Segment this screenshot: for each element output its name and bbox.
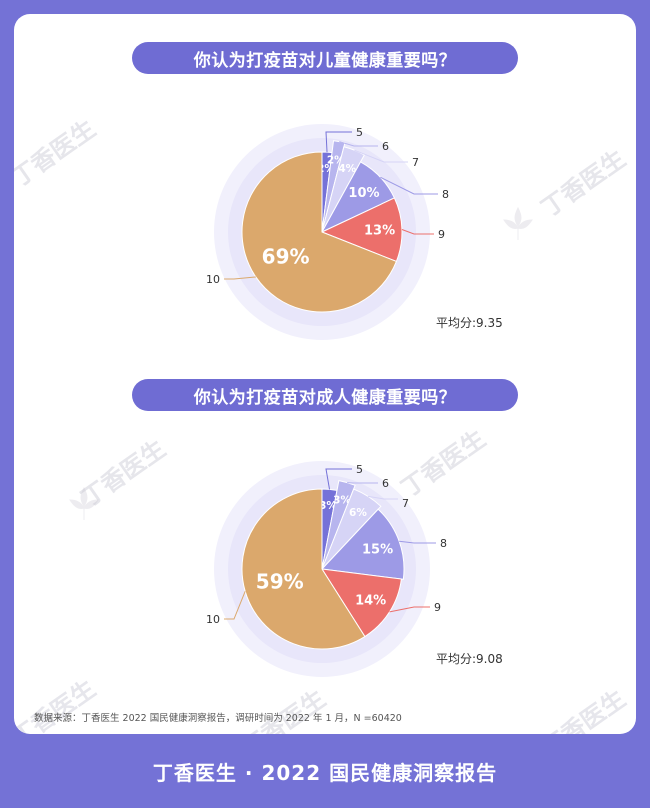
pie-percent-label-6: 3%	[333, 495, 351, 507]
leader-line-9	[401, 229, 434, 235]
pie-slice-8	[320, 508, 405, 580]
pie-percent-label-7: 6%	[349, 507, 367, 519]
category-label-8: 8	[442, 188, 449, 201]
pie-percent-label-9: 14%	[355, 593, 386, 608]
leader-line-10	[224, 591, 246, 620]
pie-chart-adults: 3% 5 3% 6 6% 7 15% 8 14% 9 59% 10	[206, 461, 447, 677]
pie-percent-label-8: 15%	[362, 543, 393, 558]
category-label-5: 5	[356, 463, 363, 476]
average-score-children: 平均分:9.35	[436, 316, 503, 330]
category-label-6: 6	[382, 477, 389, 490]
category-label-10: 10	[206, 613, 220, 626]
category-label-7: 7	[402, 497, 409, 510]
category-label-8: 8	[440, 537, 447, 550]
category-label-5: 5	[356, 126, 363, 139]
category-label-6: 6	[382, 140, 389, 153]
pie-slice-9	[320, 197, 403, 263]
pie-percent-label-7: 4%	[338, 163, 356, 175]
pie-slice-7	[321, 488, 382, 570]
footer-banner: 丁香医生 · 2022 国民健康洞察报告	[152, 760, 498, 785]
pie-percent-label-10: 69%	[262, 245, 310, 269]
leader-line-10	[224, 276, 256, 280]
chart-title-children: 你认为打疫苗对儿童健康重要吗？	[132, 42, 518, 74]
leader-line-7	[354, 149, 408, 163]
pie-percent-label-8: 10%	[348, 186, 379, 201]
pie-slice-9	[321, 568, 402, 638]
leader-line-5	[325, 468, 352, 490]
leader-line-5	[325, 131, 352, 153]
leader-line-8	[380, 176, 438, 195]
category-label-10: 10	[206, 273, 220, 286]
data-source-note: 数据来源：丁香医生 2022 国民健康洞察报告，调研时间为 2022 年 1 月…	[34, 713, 402, 724]
leader-line-9	[389, 606, 430, 613]
report-card: 丁香医生 丁香医生 丁香医生 丁香医生 丁香医生 丁香医生 丁香医生 丁香医生 …	[14, 14, 636, 734]
category-label-9: 9	[434, 601, 441, 614]
chart-title-adults: 你认为打疫苗对成人健康重要吗？	[132, 379, 518, 411]
category-label-7: 7	[412, 156, 419, 169]
category-label-9: 9	[438, 228, 445, 241]
pie-percent-label-10: 59%	[256, 569, 304, 593]
leader-line-8	[399, 540, 436, 544]
pie-slice-10	[241, 151, 398, 313]
leader-line-7	[368, 495, 398, 500]
pie-percent-label-5: 3%	[319, 500, 337, 512]
pie-chart-children: 2%52%64% 710% 813% 969%10	[206, 124, 449, 340]
average-score-adults: 平均分:9.08	[436, 652, 503, 666]
pie-slice-7	[321, 146, 366, 233]
leader-line-6	[339, 141, 378, 147]
pie-percent-label-9: 13%	[364, 224, 395, 239]
